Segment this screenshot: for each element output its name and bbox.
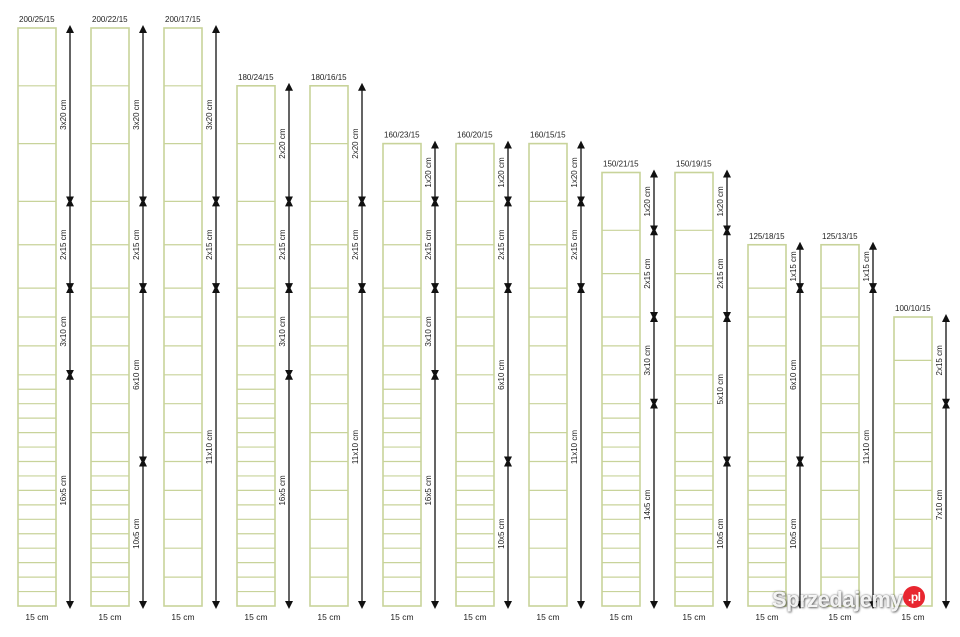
- panel-125-18-15: 125/18/15 15 cm 1x15 cm 6x10 cm 10x5 cm: [747, 232, 804, 622]
- watermark-logo: Sprzedajemy .pl: [772, 586, 926, 613]
- width-label: 15 cm: [682, 612, 705, 622]
- dimension-label: 16x5 cm: [278, 475, 287, 506]
- dimension-label: 2x15 cm: [935, 345, 944, 376]
- panel-200-25-15: 200/25/15 15 cm 3x20 cm 2x15 cm 3x10 cm 16x5 …: [17, 15, 74, 622]
- dimension-label: 3x20 cm: [205, 99, 214, 130]
- panel-180-24-15: 180/24/15 15 cm 2x20 cm 2x15 cm 3x10 cm 16x5 …: [236, 73, 293, 622]
- panel-label: 200/17/15: [165, 15, 201, 24]
- width-label: 15 cm: [755, 612, 778, 622]
- dimension-label: 7x10 cm: [935, 489, 944, 520]
- dimension-label: 11x10 cm: [862, 430, 871, 464]
- dimension-label: 1x20 cm: [497, 157, 506, 188]
- dimension-label: 10x5 cm: [716, 518, 725, 549]
- dimension-label: 1x20 cm: [716, 186, 725, 217]
- width-label: 15 cm: [536, 612, 559, 622]
- dimension-label: 1x20 cm: [424, 157, 433, 188]
- panel-frame: [601, 171, 641, 607]
- panel-label: 160/15/15: [530, 131, 566, 140]
- panel-label: 150/19/15: [676, 160, 712, 169]
- panel-150-19-15: 150/19/15 15 cm 1x20 cm 2x15 cm 5x10 cm 10x5 …: [674, 160, 731, 622]
- width-label: 15 cm: [463, 612, 486, 622]
- dimension-label: 6x10 cm: [789, 359, 798, 390]
- panel-label: 160/20/15: [457, 131, 493, 140]
- dimension-label: 16x5 cm: [424, 475, 433, 506]
- dimension-label: 3x10 cm: [643, 345, 652, 376]
- dimension-label: 2x15 cm: [570, 229, 579, 260]
- width-label: 15 cm: [901, 612, 924, 622]
- dimension-label: 11x10 cm: [205, 430, 214, 464]
- width-label: 15 cm: [828, 612, 851, 622]
- width-label: 15 cm: [244, 612, 267, 622]
- dimension-label: 2x15 cm: [643, 258, 652, 289]
- panel-160-23-15: 160/23/15 15 cm 1x20 cm 2x15 cm 3x10 cm 16x5 …: [382, 131, 439, 622]
- dimension-label: 2x15 cm: [424, 229, 433, 260]
- dimension-label: 3x10 cm: [59, 316, 68, 347]
- panel-frame: [820, 243, 860, 607]
- watermark-suffix: .pl: [903, 586, 926, 608]
- panel-label: 125/13/15: [822, 232, 858, 241]
- dimension-label: 16x5 cm: [59, 475, 68, 506]
- width-label: 15 cm: [171, 612, 194, 622]
- panel-label: 200/25/15: [19, 15, 55, 24]
- width-label: 15 cm: [609, 612, 632, 622]
- width-label: 15 cm: [317, 612, 340, 622]
- dimension-label: 6x10 cm: [497, 359, 506, 390]
- watermark-text: Sprzedajemy: [772, 587, 903, 612]
- dimension-label: 2x15 cm: [132, 229, 141, 260]
- dimension-label: 11x10 cm: [351, 430, 360, 464]
- panel-180-16-15: 180/16/15 15 cm 2x20 cm 2x15 cm 11x10 cm: [309, 73, 366, 622]
- panel-frame: [747, 243, 787, 607]
- panel-200-17-15: 200/17/15 15 cm 3x20 cm 2x15 cm 11x10 cm: [163, 15, 220, 622]
- width-label: 15 cm: [390, 612, 413, 622]
- dimension-label: 1x15 cm: [789, 251, 798, 282]
- panel-160-15-15: 160/15/15 15 cm 1x20 cm 2x15 cm 11x10 cm: [528, 131, 585, 622]
- panel-label: 150/21/15: [603, 160, 639, 169]
- width-label: 15 cm: [98, 612, 121, 622]
- dimension-label: 10x5 cm: [132, 518, 141, 549]
- width-label: 15 cm: [25, 612, 48, 622]
- dimension-label: 11x10 cm: [570, 430, 579, 464]
- panel-150-21-15: 150/21/15 15 cm 1x20 cm 2x15 cm 3x10 cm 14x5 …: [601, 160, 658, 622]
- dimension-label: 1x20 cm: [643, 186, 652, 217]
- dimension-label: 2x20 cm: [278, 128, 287, 159]
- dimension-label: 3x20 cm: [59, 99, 68, 130]
- dimension-label: 1x20 cm: [570, 157, 579, 188]
- dimension-label: 6x10 cm: [132, 359, 141, 390]
- dimension-label: 1x15 cm: [862, 251, 871, 282]
- dimension-label: 5x10 cm: [716, 374, 725, 405]
- dimension-label: 2x15 cm: [351, 229, 360, 260]
- dimension-label: 3x10 cm: [424, 316, 433, 347]
- panel-frame: [674, 171, 714, 607]
- dimension-label: 10x5 cm: [497, 518, 506, 549]
- panel-label: 200/22/15: [92, 15, 128, 24]
- dimension-label: 3x20 cm: [132, 99, 141, 130]
- panel-label: 180/24/15: [238, 73, 274, 82]
- panel-label: 125/18/15: [749, 232, 785, 241]
- panel-label: 100/10/15: [895, 304, 931, 313]
- dimension-label: 2x20 cm: [351, 128, 360, 159]
- dimension-label: 14x5 cm: [643, 489, 652, 520]
- dimension-label: 10x5 cm: [789, 518, 798, 549]
- dimension-label: 2x15 cm: [278, 229, 287, 260]
- panel-label: 180/16/15: [311, 73, 347, 82]
- panel-100-10-15: 100/10/15 15 cm 2x15 cm 7x10 cm: [893, 304, 950, 622]
- dimension-label: 2x15 cm: [716, 258, 725, 289]
- panel-200-22-15: 200/22/15 15 cm 3x20 cm 2x15 cm 6x10 cm 10x5 …: [90, 15, 147, 622]
- dimension-label: 2x15 cm: [59, 229, 68, 260]
- panel-label: 160/23/15: [384, 131, 420, 140]
- panel-125-13-15: 125/13/15 15 cm 1x15 cm 11x10 cm: [820, 232, 877, 622]
- dimension-label: 2x15 cm: [205, 229, 214, 260]
- dimension-label: 3x10 cm: [278, 316, 287, 347]
- dimension-label: 2x15 cm: [497, 229, 506, 260]
- panel-160-20-15: 160/20/15 15 cm 1x20 cm 2x15 cm 6x10 cm 10x5 …: [455, 131, 512, 622]
